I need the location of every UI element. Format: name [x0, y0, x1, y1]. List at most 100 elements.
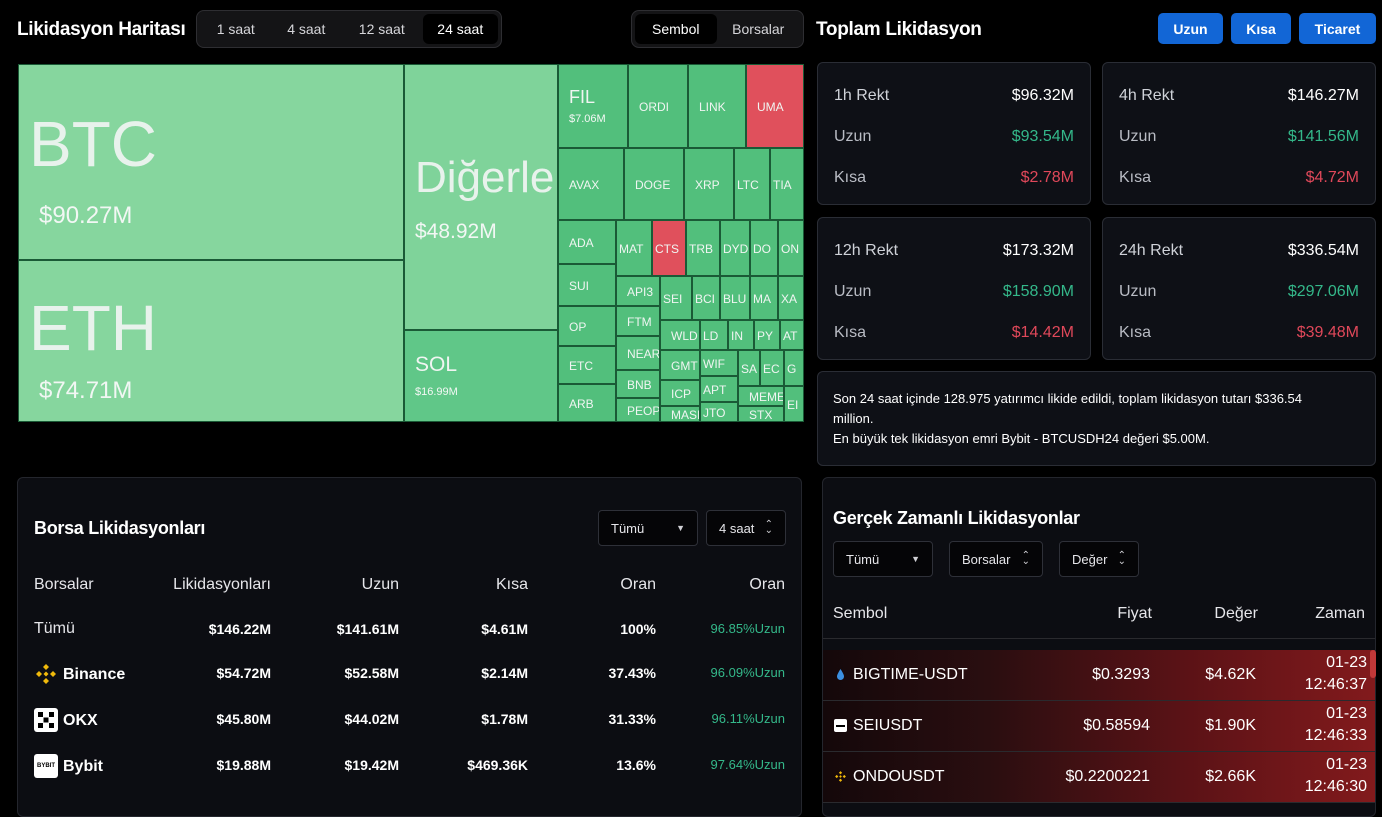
- treemap-tile-uma[interactable]: UMA: [746, 64, 804, 148]
- liq-value: $19.88M: [216, 757, 271, 773]
- treemap-tile-link[interactable]: LINK: [688, 64, 746, 148]
- treemap-value: $74.71M: [39, 377, 133, 404]
- exchange-period-select[interactable]: 4 saat ⌃ ⌄: [706, 510, 786, 546]
- treemap-symbol: XRP: [695, 178, 720, 192]
- tab-1h[interactable]: 1 saat: [216, 21, 255, 37]
- treemap-tile-peopl[interactable]: PEOPL: [616, 398, 660, 422]
- treemap-tile-ei[interactable]: EI: [784, 386, 804, 422]
- treemap-symbol: MASI: [671, 408, 700, 422]
- tab-4h[interactable]: 4 saat: [287, 21, 326, 37]
- treemap-tile-ftm[interactable]: FTM: [616, 306, 660, 336]
- treemap-tile-ada[interactable]: ADA: [558, 220, 616, 264]
- exchange-filter-select[interactable]: Tümü ▼: [598, 510, 698, 546]
- scrollbar-thumb[interactable]: [1370, 650, 1376, 678]
- date: 01-23: [1326, 654, 1367, 671]
- treemap-symbol: ON: [781, 242, 799, 256]
- chevron-down-icon: ▼: [676, 523, 685, 533]
- tab-24h[interactable]: 24 saat: [422, 14, 498, 44]
- treemap-tile-apt[interactable]: APT: [700, 376, 738, 402]
- realtime-value-select[interactable]: Değer ⌃ ⌄: [1059, 541, 1139, 577]
- table-row[interactable]: ONDOUSDT $0.2200221 $2.66K 01-23 12:46:30: [823, 752, 1375, 803]
- trade-button[interactable]: Ticaret: [1299, 13, 1376, 44]
- treemap-symbol: EC: [763, 362, 780, 376]
- treemap-symbol: SA: [741, 362, 758, 376]
- sort-updown-icon: ⌃ ⌄: [1117, 550, 1126, 567]
- treemap-tile-ld[interactable]: LD: [700, 320, 728, 350]
- realtime-exchange-select[interactable]: Borsalar ⌃ ⌄: [949, 541, 1043, 577]
- treemap-symbol: APT: [703, 383, 727, 397]
- filter-value: Tümü: [611, 520, 645, 536]
- treemap-tile-trb[interactable]: TRB: [686, 220, 720, 276]
- col-price: Fiyat: [1117, 605, 1152, 622]
- treemap-tile-sui[interactable]: SUI: [558, 264, 616, 306]
- treemap-symbol: PY: [757, 329, 774, 343]
- treemap-tile-stx[interactable]: STX: [738, 406, 784, 422]
- tab-12h[interactable]: 12 saat: [358, 21, 405, 37]
- short-button[interactable]: Kısa: [1231, 13, 1291, 44]
- treemap-symbol: TRB: [689, 242, 713, 256]
- short-label: Kısa: [834, 324, 867, 341]
- treemap-symbol: NEAR: [627, 347, 660, 361]
- treemap-tile-cts[interactable]: CTS: [652, 220, 686, 276]
- treemap-tile-wif[interactable]: WIF: [700, 350, 738, 376]
- tab-exchanges[interactable]: Borsalar: [732, 21, 785, 37]
- filter-value: Tümü: [846, 551, 880, 567]
- timestamp: 01-23 12:46:33: [1305, 703, 1367, 747]
- treemap-tile-sei[interactable]: SEI: [660, 276, 692, 320]
- treemap-tile-doge[interactable]: DOGE: [624, 148, 684, 220]
- treemap-symbol: AT: [783, 329, 798, 343]
- treemap-tile-bci[interactable]: BCI: [692, 276, 720, 320]
- treemap-tile-g[interactable]: G: [784, 350, 804, 386]
- treemap-tile-others[interactable]: Diğerleri $48.92M: [404, 64, 558, 330]
- side-label: Uzun: [754, 665, 785, 680]
- treemap-symbol: ETH: [29, 292, 157, 364]
- treemap-tile-icp[interactable]: ICP: [660, 380, 700, 406]
- treemap-tile-arb[interactable]: ARB: [558, 384, 616, 422]
- sort-updown-icon: ⌃ ⌄: [1021, 550, 1030, 567]
- treemap-tile-avax[interactable]: AVAX: [558, 148, 624, 220]
- table-row[interactable]: SEIUSDT $0.58594 $1.90K 01-23 12:46:33: [823, 701, 1375, 752]
- tab-symbol[interactable]: Sembol: [635, 14, 717, 44]
- treemap-tile-on[interactable]: ON: [778, 220, 804, 276]
- treemap-tile-blu[interactable]: BLU: [720, 276, 750, 320]
- table-row[interactable]: BIGTIME-USDT $0.3293 $4.62K 01-23 12:46:3…: [823, 650, 1375, 701]
- treemap-symbol: FIL: [569, 87, 596, 107]
- treemap-tile-jto[interactable]: JTO: [700, 402, 738, 422]
- treemap-tile-xa[interactable]: XA: [778, 276, 804, 320]
- treemap-tile-sol[interactable]: SOL $16.99M: [404, 330, 558, 422]
- treemap-tile-wld[interactable]: WLD: [660, 320, 700, 350]
- treemap-tile-ma[interactable]: MA: [750, 276, 778, 320]
- treemap-tile-mat[interactable]: MAT: [616, 220, 652, 276]
- col-long: Uzun: [361, 576, 399, 593]
- treemap-tile-op[interactable]: OP: [558, 306, 616, 346]
- treemap-tile-near[interactable]: NEAR: [616, 336, 660, 370]
- treemap-tile-bnb[interactable]: BNB: [616, 370, 660, 398]
- divider: [823, 638, 1375, 639]
- treemap-tile-masi[interactable]: MASI: [660, 406, 700, 422]
- treemap-tile-api3[interactable]: API3: [616, 276, 660, 306]
- treemap-tile-tia[interactable]: TIA: [770, 148, 804, 220]
- treemap-tile-ltc[interactable]: LTC: [734, 148, 770, 220]
- treemap-tile-do[interactable]: DO: [750, 220, 778, 276]
- treemap-tile-meme[interactable]: MEME: [738, 386, 784, 406]
- treemap-tile-sa[interactable]: SA: [738, 350, 760, 386]
- treemap-tile-etc[interactable]: ETC: [558, 346, 616, 384]
- treemap-tile-at[interactable]: AT: [780, 320, 804, 350]
- treemap-tile-in[interactable]: IN: [728, 320, 754, 350]
- liq-value: $146.22M: [208, 621, 271, 637]
- treemap-symbol: LTC: [737, 178, 759, 192]
- treemap-tile-btc[interactable]: BTC $90.27M: [18, 64, 404, 260]
- realtime-filter-select[interactable]: Tümü ▼: [833, 541, 933, 577]
- long-button[interactable]: Uzun: [1158, 13, 1223, 44]
- treemap-tile-ec[interactable]: EC: [760, 350, 784, 386]
- treemap-tile-gmt[interactable]: GMT: [660, 350, 700, 380]
- treemap-tile-py[interactable]: PY: [754, 320, 780, 350]
- treemap-tile-ordi[interactable]: ORDI: [628, 64, 688, 148]
- treemap-tile-dyd[interactable]: DYD: [720, 220, 750, 276]
- treemap-tile-xrp[interactable]: XRP: [684, 148, 734, 220]
- treemap-tile-eth[interactable]: ETH $74.71M: [18, 260, 404, 422]
- treemap-symbol: MAT: [619, 242, 644, 256]
- treemap-tile-fil[interactable]: FIL $7.06M: [558, 64, 628, 148]
- price: $0.2200221: [1065, 768, 1150, 785]
- treemap-symbol: OP: [569, 320, 587, 334]
